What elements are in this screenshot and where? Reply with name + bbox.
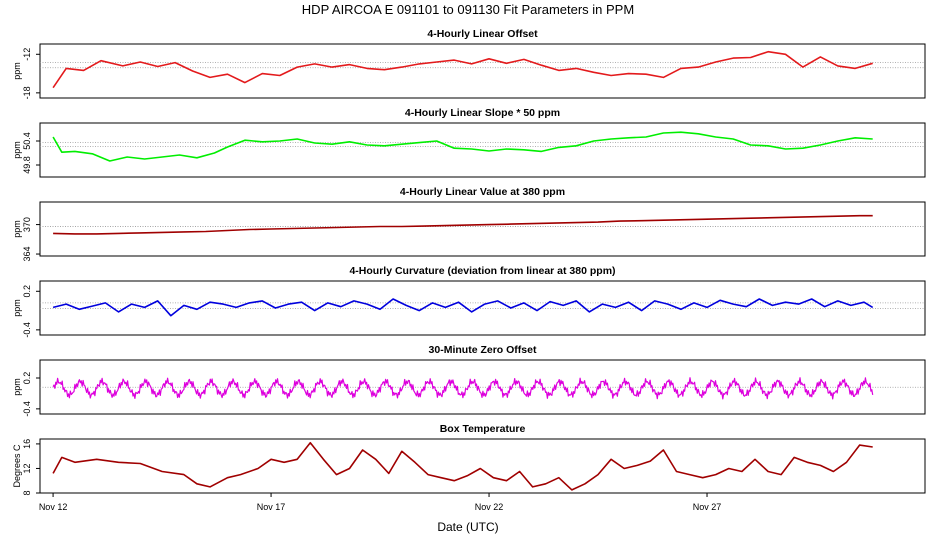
panel-title: 30-Minute Zero Offset (429, 344, 537, 356)
y-tick-label: -0.4 (22, 401, 32, 417)
y-tick-label: 12 (22, 463, 32, 473)
x-tick-label: Nov 17 (257, 502, 286, 512)
panel-2: 4-Hourly Linear Slope * 50 ppm 49.8 50.4pp… (12, 107, 926, 178)
y-tick-label: 50.4 (22, 132, 32, 150)
y-tick-label: 49.8 (22, 156, 32, 174)
y-tick-label: 0.2 (22, 372, 32, 385)
y-tick-label: 0.2 (22, 285, 32, 298)
y-tick-label: 16 (22, 439, 32, 449)
panel-title: 4-Hourly Linear Slope * 50 ppm (405, 107, 560, 119)
panel-3: 4-Hourly Linear Value at 380 ppm 364 370pp… (12, 186, 926, 262)
y-axis-label: Degrees C (12, 444, 22, 488)
x-tick-label: Nov 12 (39, 502, 68, 512)
plot-frame (39, 201, 926, 257)
plot-frame (39, 280, 926, 336)
panel-title: 4-Hourly Linear Value at 380 ppm (400, 186, 565, 198)
panel-4: 4-Hourly Curvature (deviation from linea… (12, 265, 926, 338)
panel-title: Box Temperature (440, 423, 526, 435)
y-axis-label: ppm (12, 378, 22, 396)
x-tick-label: Nov 22 (475, 502, 504, 512)
panel-title: 4-Hourly Curvature (deviation from linea… (349, 265, 615, 277)
figure-title: HDP AIRCOA E 091101 to 091130 Fit Parame… (302, 2, 634, 17)
series-line (52, 131, 873, 162)
panel-title: 4-Hourly Linear Offset (427, 28, 538, 40)
series-line (52, 50, 873, 89)
y-tick-label: -0.4 (22, 322, 32, 338)
x-tick-label: Nov 27 (693, 502, 722, 512)
x-axis: Nov 12 Nov 17 Nov 22 Nov 27 (39, 492, 722, 512)
y-axis-label: ppm (12, 299, 22, 317)
y-tick-label: -12 (22, 48, 32, 61)
series-line (52, 298, 874, 317)
panels: 4-Hourly Linear Offset-18-12ppm4-Hourly … (12, 28, 926, 496)
y-tick-label: 370 (22, 217, 32, 232)
x-axis-label: Date (UTC) (437, 520, 498, 534)
plot-frame (39, 43, 926, 99)
y-tick-label: 8 (22, 490, 32, 495)
plot-frame (39, 122, 926, 178)
y-axis-label: ppm (12, 62, 22, 80)
y-tick-label: 364 (22, 247, 32, 262)
series-line (53, 214, 873, 235)
y-axis-label: ppm (12, 141, 22, 159)
y-tick-label: -18 (22, 86, 32, 99)
plot-frame (39, 438, 926, 494)
series-line (52, 377, 874, 400)
y-axis-label: ppm (12, 220, 22, 238)
series-line (52, 441, 873, 491)
